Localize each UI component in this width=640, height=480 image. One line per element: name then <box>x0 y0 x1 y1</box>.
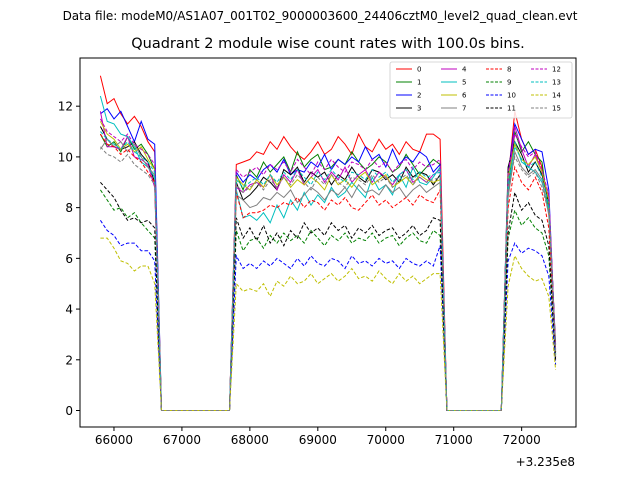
legend-label-11: 11 <box>507 105 516 113</box>
legend-label-4: 4 <box>462 66 467 74</box>
y-tick-label: 4 <box>65 303 73 317</box>
legend-label-2: 2 <box>417 92 421 100</box>
legend-label-15: 15 <box>552 105 561 113</box>
y-tick-label: 8 <box>65 201 73 215</box>
y-tick-label: 12 <box>58 100 73 114</box>
series-line-2 <box>100 107 557 411</box>
series-line-5 <box>99 95 557 411</box>
data-file-header: Data file: modeM0/AS1A07_001T02_90000036… <box>63 9 578 23</box>
series-line-0 <box>99 75 557 411</box>
plot-frame <box>79 57 577 428</box>
y-tick-label: 0 <box>65 404 73 418</box>
x-tick-label: 66000 <box>95 433 133 447</box>
legend-box <box>389 61 573 119</box>
x-axis: 66000 67000 68000 69000 70000 71000 72000 <box>95 427 541 447</box>
legend-label-0: 0 <box>417 66 421 74</box>
series-line-15 <box>100 146 557 411</box>
legend-label-14: 14 <box>552 92 561 100</box>
legend-label-3: 3 <box>417 105 421 113</box>
series-line-11 <box>100 181 557 411</box>
y-tick-label: 10 <box>58 150 73 164</box>
series-line-9 <box>99 189 557 411</box>
series-layer <box>99 75 557 411</box>
y-tick-label: 2 <box>65 353 73 367</box>
legend-label-1: 1 <box>417 79 421 87</box>
legend-label-13: 13 <box>552 79 561 87</box>
x-tick-label: 67000 <box>163 433 201 447</box>
legend-label-10: 10 <box>507 92 516 100</box>
legend-label-5: 5 <box>462 79 466 87</box>
series-line-13 <box>100 131 557 411</box>
series-line-14 <box>100 237 557 411</box>
legend-label-12: 12 <box>552 66 561 74</box>
legend-label-6: 6 <box>462 92 467 100</box>
y-axis: 0 2 4 6 8 10 12 <box>58 100 80 418</box>
series-line-7 <box>99 138 557 411</box>
series-line-1 <box>99 131 557 411</box>
x-tick-label: 70000 <box>367 433 405 447</box>
series-line-10 <box>99 220 557 411</box>
series-line-3 <box>99 126 557 411</box>
x-tick-label: 69000 <box>299 433 337 447</box>
x-tick-label: 71000 <box>435 433 473 447</box>
x-offset-label: +3.235e8 <box>516 455 575 469</box>
legend-label-8: 8 <box>507 66 511 74</box>
series-line-8 <box>99 133 557 411</box>
x-tick-label: 68000 <box>231 433 269 447</box>
chart-title: Quadrant 2 module wise count rates with … <box>131 36 525 52</box>
series-line-4 <box>99 111 557 411</box>
legend-label-9: 9 <box>507 79 511 87</box>
legend-label-7: 7 <box>462 105 466 113</box>
y-tick-label: 6 <box>65 252 73 266</box>
x-tick-label: 72000 <box>503 433 541 447</box>
